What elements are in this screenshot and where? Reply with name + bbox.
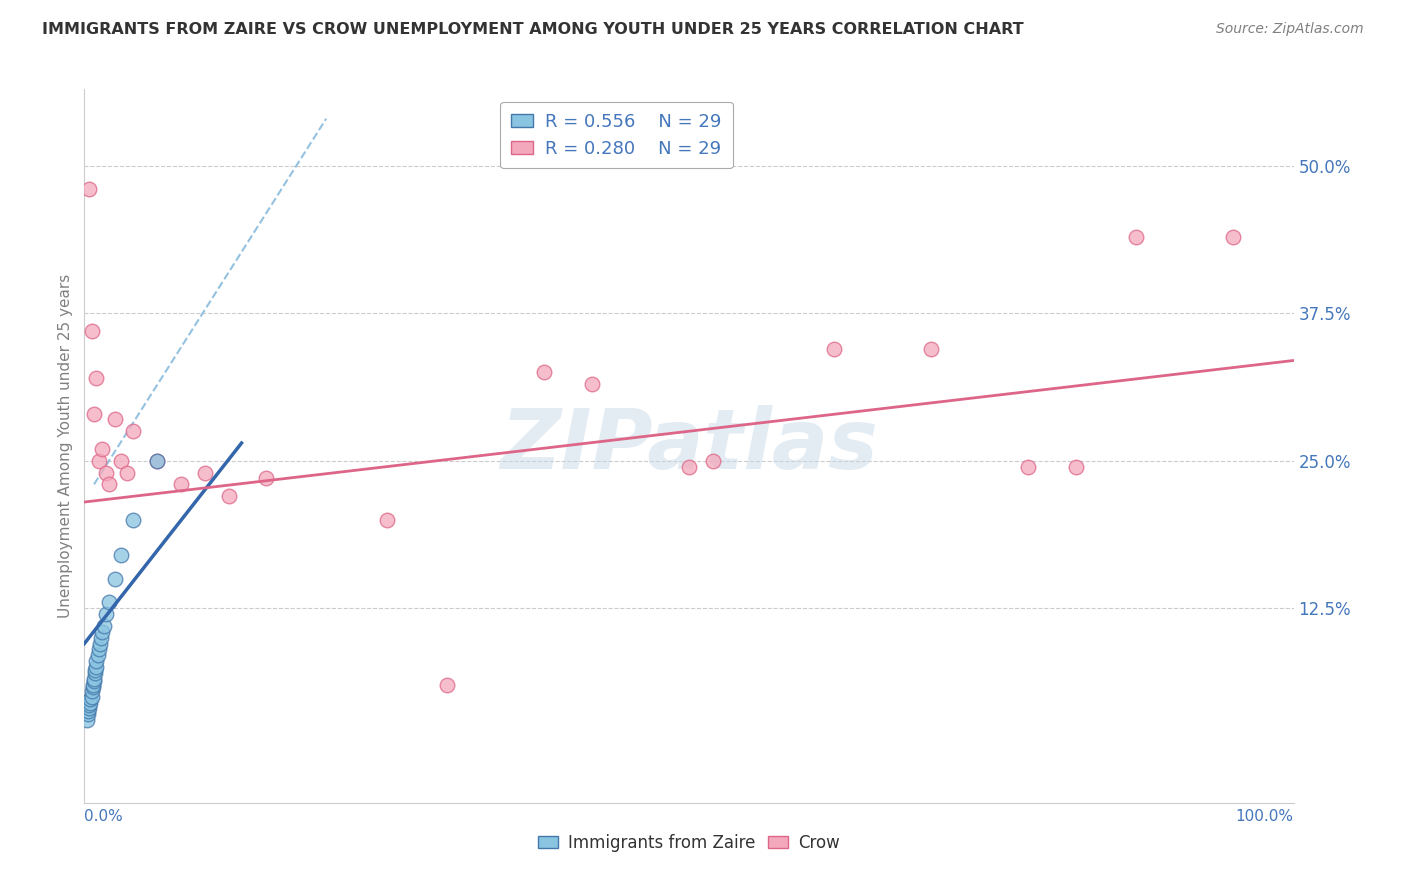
- Point: [86, 660, 108, 674]
- Point: [79, 692, 101, 706]
- Point: [218, 489, 240, 503]
- Point: [110, 454, 132, 468]
- Point: [77, 704, 100, 718]
- Point: [1125, 229, 1147, 244]
- Text: 100.0%: 100.0%: [1236, 809, 1294, 823]
- Point: [91, 624, 114, 639]
- Point: [94, 607, 117, 621]
- Y-axis label: Unemployment Among Youth under 25 years: Unemployment Among Youth under 25 years: [58, 274, 73, 618]
- Point: [104, 572, 127, 586]
- Point: [83, 672, 105, 686]
- Point: [581, 377, 603, 392]
- Point: [82, 680, 104, 694]
- Point: [115, 466, 138, 480]
- Point: [170, 477, 193, 491]
- Point: [82, 678, 104, 692]
- Legend: Immigrants from Zaire, Crow: Immigrants from Zaire, Crow: [531, 828, 846, 859]
- Point: [77, 698, 100, 712]
- Point: [146, 454, 169, 468]
- Point: [76, 713, 98, 727]
- Point: [254, 471, 277, 485]
- Point: [678, 459, 700, 474]
- Text: ZIPatlas: ZIPatlas: [501, 406, 877, 486]
- Text: Source: ZipAtlas.com: Source: ZipAtlas.com: [1216, 22, 1364, 37]
- Point: [84, 663, 107, 677]
- Point: [702, 454, 724, 468]
- Point: [83, 407, 105, 421]
- Point: [86, 371, 108, 385]
- Point: [77, 182, 100, 196]
- Point: [110, 548, 132, 562]
- Point: [87, 454, 110, 468]
- Point: [80, 683, 103, 698]
- Point: [80, 324, 103, 338]
- Point: [83, 674, 105, 689]
- Point: [94, 466, 117, 480]
- Point: [84, 666, 107, 681]
- Point: [1064, 459, 1087, 474]
- Text: IMMIGRANTS FROM ZAIRE VS CROW UNEMPLOYMENT AMONG YOUTH UNDER 25 YEARS CORRELATIO: IMMIGRANTS FROM ZAIRE VS CROW UNEMPLOYME…: [42, 22, 1024, 37]
- Point: [1017, 459, 1039, 474]
- Text: 0.0%: 0.0%: [84, 809, 124, 823]
- Point: [91, 442, 114, 456]
- Point: [77, 707, 100, 722]
- Point: [375, 513, 398, 527]
- Point: [533, 365, 555, 379]
- Point: [86, 654, 108, 668]
- Point: [80, 690, 103, 704]
- Point: [1222, 229, 1244, 244]
- Point: [77, 701, 100, 715]
- Point: [97, 477, 120, 491]
- Point: [146, 454, 169, 468]
- Point: [121, 513, 143, 527]
- Point: [90, 631, 112, 645]
- Point: [920, 342, 942, 356]
- Point: [823, 342, 845, 356]
- Point: [104, 412, 127, 426]
- Point: [121, 424, 143, 438]
- Point: [87, 642, 110, 657]
- Point: [97, 595, 120, 609]
- Point: [89, 636, 111, 650]
- Point: [194, 466, 217, 480]
- Point: [86, 648, 108, 663]
- Point: [79, 696, 101, 710]
- Point: [93, 619, 115, 633]
- Point: [436, 678, 458, 692]
